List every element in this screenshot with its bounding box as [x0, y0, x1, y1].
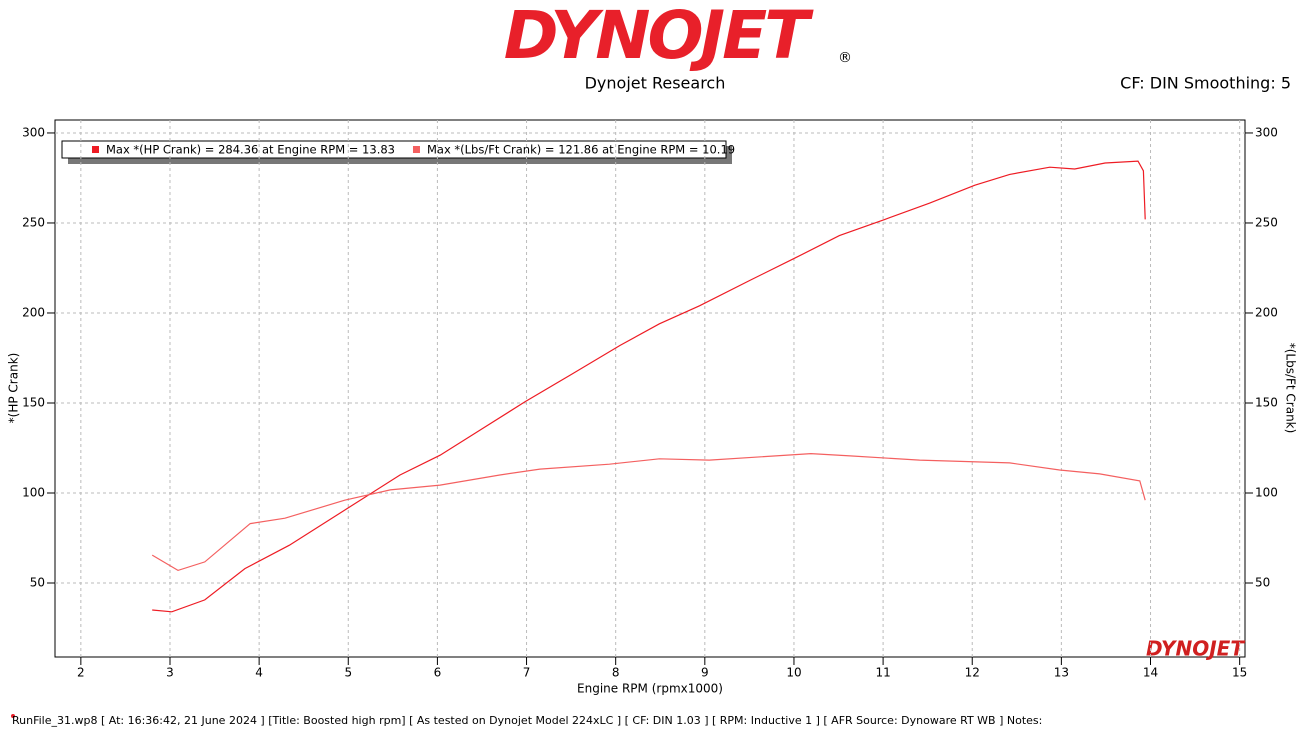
legend-swatch: [92, 146, 99, 153]
plot-frame: [54, 119, 1246, 658]
x-tick-label: 2: [77, 666, 85, 680]
x-tick-label: 11: [875, 666, 890, 680]
x-tick-label: 10: [786, 666, 801, 680]
x-tick-label: 8: [612, 666, 620, 680]
legend: [61, 140, 727, 159]
y2-tick-label: 50: [1255, 576, 1270, 590]
y-tick-label: 200: [22, 305, 45, 319]
x-tick-label: 6: [434, 666, 442, 680]
y-tick-label: 50: [30, 576, 45, 590]
y-tick-label: 150: [22, 395, 45, 409]
y2-tick-label: 200: [1255, 305, 1278, 319]
settings-text: CF: DIN Smoothing: 5: [1120, 74, 1291, 93]
footer: RunFile_31.wp8 [ At: 16:36:42, 21 June 2…: [12, 714, 1042, 727]
y2-tick-label: 300: [1255, 125, 1278, 139]
logo: DYNOJET: [504, 0, 814, 74]
x-tick-label: 7: [523, 666, 531, 680]
y-tick-label: 250: [22, 215, 45, 229]
x-tick-label: 5: [344, 666, 352, 680]
y2-tick-label: 150: [1255, 395, 1278, 409]
x-tick-label: 15: [1232, 666, 1247, 680]
y-axis-label: *(HP Crank): [7, 353, 21, 424]
x-tick-label: 12: [965, 666, 980, 680]
y2-tick-label: 100: [1255, 486, 1278, 500]
legend-label: Max *(HP Crank) = 284.36 at Engine RPM =…: [106, 143, 395, 157]
x-tick-label: 3: [166, 666, 174, 680]
x-tick-label: 9: [701, 666, 709, 680]
legend-swatch: [412, 146, 420, 153]
x-tick-label: 13: [1054, 666, 1069, 680]
y2-tick-label: 250: [1255, 215, 1278, 229]
x-tick-label: 14: [1143, 666, 1158, 680]
x-axis-label: Engine RPM (rpmx1000): [577, 682, 723, 696]
watermark: DYNOJET: [1146, 637, 1245, 661]
series-line: [151, 452, 1146, 572]
subtitle: Dynojet Research: [585, 74, 726, 93]
y2-axis-label: *(Lbs/Ft Crank): [1284, 343, 1298, 434]
y-tick-label: 300: [22, 125, 45, 139]
logo-mark: ®: [838, 50, 852, 66]
series-line: [152, 160, 1146, 613]
x-tick-label: 4: [255, 666, 263, 680]
legend-label: Max *(Lbs/Ft Crank) = 121.86 at Engine R…: [427, 143, 735, 157]
footer-dot: [11, 714, 15, 718]
y-tick-label: 100: [22, 486, 45, 500]
